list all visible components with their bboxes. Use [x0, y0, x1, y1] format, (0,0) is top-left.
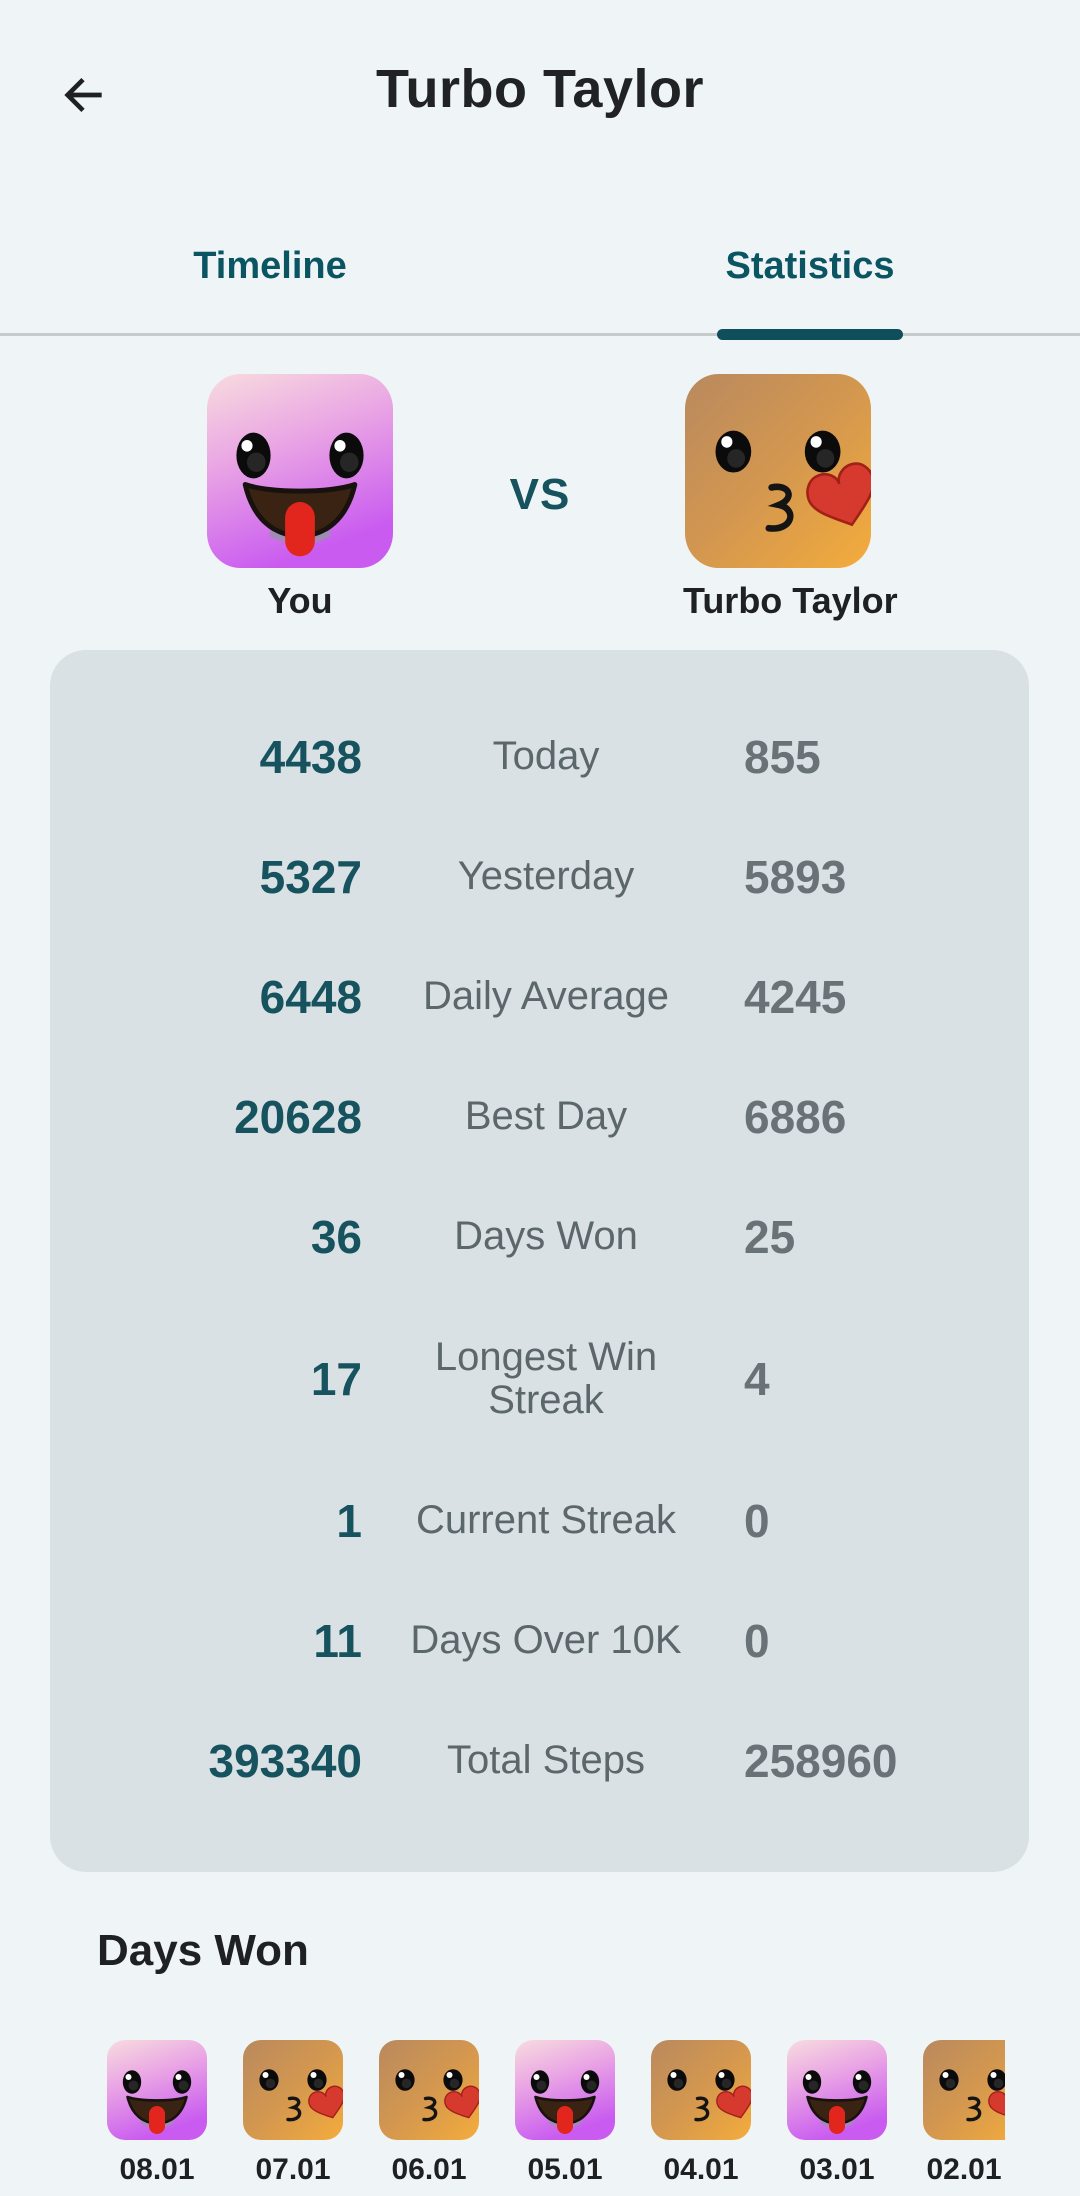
winner-emoji-icon — [515, 2040, 615, 2140]
winner-emoji-icon — [923, 2040, 1005, 2140]
back-button[interactable] — [52, 64, 114, 126]
stat-row-days-over-10k: 11 Days Over 10K 0 — [50, 1581, 1029, 1701]
page-title: Turbo Taylor — [376, 59, 704, 119]
opponent-avatar-block: Turbo Taylor — [683, 374, 898, 622]
day-won-date: 03.01 — [799, 2153, 875, 2186]
stat-label: Daily Average — [422, 974, 670, 1019]
stat-label: Current Streak — [415, 1498, 677, 1543]
winner-emoji-icon — [787, 2040, 887, 2140]
opponent-avatar — [685, 374, 871, 568]
day-won-item: 03.01 — [787, 2040, 887, 2187]
stat-you-value: 17 — [310, 1353, 362, 1405]
stat-label: Days Over 10K — [410, 1618, 682, 1663]
stat-label: Days Won — [454, 1214, 638, 1259]
stat-label: Longest Win Streak — [434, 1334, 658, 1422]
winner-avatar — [515, 2040, 615, 2140]
stat-row-total-steps: 393340 Total Steps 258960 — [50, 1701, 1029, 1821]
day-won-item: 04.01 — [651, 2040, 751, 2187]
day-won-date: 04.01 — [663, 2153, 739, 2186]
you-label: You — [267, 580, 333, 621]
stat-you-value: 20628 — [234, 1091, 362, 1143]
tab-bar: Timeline Statistics — [0, 200, 1080, 340]
stat-opponent-value: 25 — [744, 1211, 796, 1263]
day-won-date: 02.01 — [926, 2153, 1002, 2186]
day-won-item: 05.01 — [515, 2040, 615, 2187]
stat-label: Today — [492, 734, 600, 779]
day-won-date: 08.01 — [119, 2153, 195, 2186]
day-won-date: 07.01 — [255, 2153, 331, 2186]
winner-emoji-icon — [107, 2040, 207, 2140]
tab-statistics[interactable]: Statistics — [540, 200, 1080, 333]
stat-opponent-value: 4 — [744, 1353, 770, 1405]
winner-avatar — [651, 2040, 751, 2140]
stat-you-value: 11 — [313, 1615, 362, 1667]
tab-timeline[interactable]: Timeline — [0, 200, 540, 333]
days-won-list: 08.01 07.01 06.01 05.01 04.01 03.01 02.0… — [107, 2040, 1005, 2187]
winner-emoji-icon — [651, 2040, 751, 2140]
arrow-left-icon — [64, 77, 102, 113]
stat-row-current-streak: 1 Current Streak 0 — [50, 1461, 1029, 1581]
winner-emoji-icon — [379, 2040, 479, 2140]
winner-emoji-icon — [243, 2040, 343, 2140]
day-won-date: 05.01 — [527, 2153, 603, 2186]
statistics-card: 4438 Today 855 5327 Yesterday 5893 6448 … — [50, 650, 1029, 1872]
stat-opponent-value: 258960 — [744, 1735, 898, 1787]
winner-avatar — [787, 2040, 887, 2140]
stat-you-value: 5327 — [259, 851, 362, 903]
stat-you-value: 4438 — [259, 731, 362, 783]
stat-you-value: 1 — [336, 1495, 362, 1547]
day-won-item: 08.01 — [107, 2040, 207, 2187]
stat-label: Yesterday — [457, 854, 635, 899]
stat-label: Best Day — [464, 1094, 628, 1139]
winner-avatar — [923, 2040, 1005, 2140]
stat-you-value: 36 — [310, 1211, 362, 1263]
stat-opponent-value: 6886 — [744, 1091, 847, 1143]
stat-opponent-value: 0 — [744, 1615, 770, 1667]
you-avatar-block: You — [207, 374, 393, 622]
stat-label: Total Steps — [447, 1738, 645, 1783]
day-won-date: 06.01 — [391, 2153, 467, 2186]
vs-label: VS — [509, 470, 571, 519]
stat-opponent-value: 0 — [744, 1495, 770, 1547]
stat-you-value: 6448 — [259, 971, 362, 1023]
winner-avatar — [379, 2040, 479, 2140]
stat-opponent-value: 855 — [744, 731, 821, 783]
stat-opponent-value: 4245 — [744, 971, 847, 1023]
stat-row-yesterday: 5327 Yesterday 5893 — [50, 817, 1029, 937]
day-won-item: 07.01 — [243, 2040, 343, 2187]
days-won-heading: Days Won — [97, 1926, 309, 1975]
day-won-item: 02.01 — [923, 2040, 1005, 2187]
active-tab-indicator — [717, 329, 903, 340]
opponent-label: Turbo Taylor — [683, 580, 898, 621]
stat-row-best-day: 20628 Best Day 6886 — [50, 1057, 1029, 1177]
winner-avatar — [107, 2040, 207, 2140]
stat-row-days-won: 36 Days Won 25 — [50, 1177, 1029, 1297]
stat-row-today: 4438 Today 855 — [50, 697, 1029, 817]
winner-avatar — [243, 2040, 343, 2140]
stat-row-longest-win-streak: 17 Longest Win Streak 4 — [50, 1297, 1029, 1461]
face-blowing-kiss-emoji-icon — [685, 374, 871, 568]
stat-opponent-value: 5893 — [744, 851, 847, 903]
stat-you-value: 393340 — [208, 1735, 363, 1787]
day-won-item: 06.01 — [379, 2040, 479, 2187]
stat-row-daily-average: 6448 Daily Average 4245 — [50, 937, 1029, 1057]
